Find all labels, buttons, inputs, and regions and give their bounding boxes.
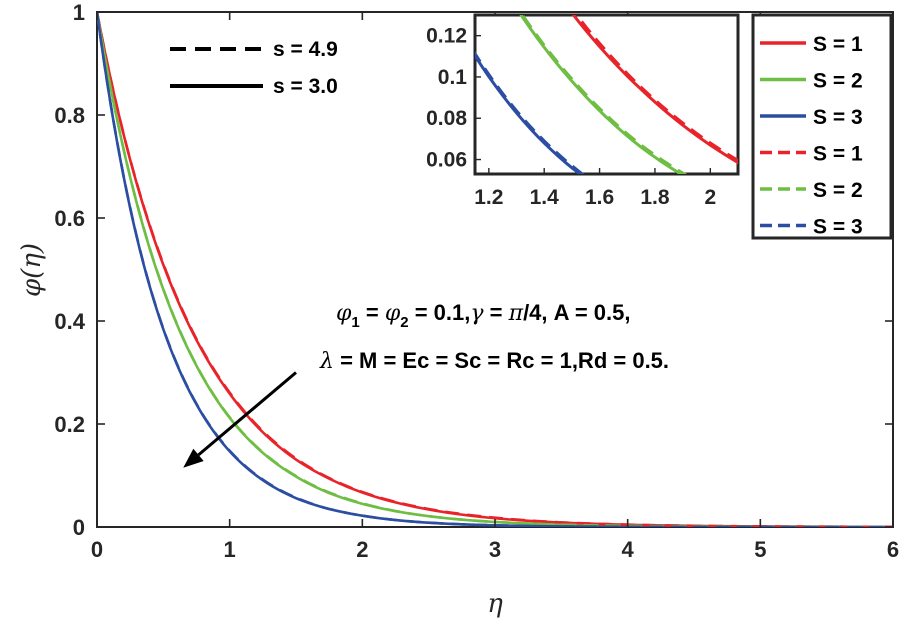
x-tick-label: 4 xyxy=(622,537,635,562)
y-tick-label: 0.2 xyxy=(54,412,85,437)
inset-plot-area xyxy=(473,13,740,176)
x-tick-label: 6 xyxy=(887,537,899,562)
x-tick-label: 3 xyxy=(489,537,501,562)
inset-series-line-dashed-1 xyxy=(574,15,738,163)
inset-y-tick-label: 0.08 xyxy=(426,107,467,130)
inset-x-tick-label: 1.2 xyxy=(474,186,503,209)
trend-arrow-shaft xyxy=(197,371,297,457)
parameter-annotation-line-2: λ = M = Ec = Sc = Rc = 1,Rd = 0.5. xyxy=(319,348,669,374)
y-tick-label: 0.8 xyxy=(54,103,85,128)
series-line-dashed-3 xyxy=(97,12,893,527)
series-legend-label: S = 3 xyxy=(813,216,863,239)
y-tick-label: 0.4 xyxy=(54,309,85,334)
series-legend-label: S = 1 xyxy=(813,33,863,56)
inset-y-tick-label: 0.12 xyxy=(426,25,467,48)
style-legend-label-solid: s = 3.0 xyxy=(273,75,338,98)
series-legend-label: S = 2 xyxy=(813,70,863,93)
inset-y-tick-label: 0.06 xyxy=(426,149,467,172)
inset-x-tick-label: 1.8 xyxy=(640,186,670,209)
y-tick-label: 0.6 xyxy=(54,206,85,231)
style-legend: s = 4.9 s = 3.0 xyxy=(170,38,338,98)
x-tick-label: 5 xyxy=(754,537,766,562)
inset-x-tick-label: 1.4 xyxy=(530,186,560,209)
y-tick-label: 1 xyxy=(73,0,85,25)
inset-series-line-solid-1 xyxy=(571,15,738,165)
x-axis-label: η xyxy=(487,589,503,619)
series-legend-box xyxy=(751,13,893,240)
series-legend-label: S = 2 xyxy=(813,179,863,202)
x-tick-label: 2 xyxy=(356,537,368,562)
inset-x-tick-label: 1.6 xyxy=(585,186,614,209)
style-legend-label-dashed: s = 4.9 xyxy=(273,38,338,61)
series-legend-label: S = 1 xyxy=(813,143,863,166)
x-tick-label: 0 xyxy=(91,537,103,562)
trend-arrow-head xyxy=(183,448,204,468)
parameter-annotation-line-1: φ1 = φ2 = 0.1,γ = π/4, A = 0.5, xyxy=(336,300,630,331)
inset-x-tick-label: 2 xyxy=(704,186,716,209)
series-legend: S = 1 S = 2 S = 3 S = 1 S = 2 S = 3 xyxy=(751,13,893,240)
series-legend-label: S = 3 xyxy=(813,106,863,129)
x-tick-label: 1 xyxy=(224,537,236,562)
y-tick-label: 0 xyxy=(73,515,85,540)
inset-y-tick-label: 0.1 xyxy=(438,66,468,89)
y-axis-label: φ(η) xyxy=(17,243,47,297)
